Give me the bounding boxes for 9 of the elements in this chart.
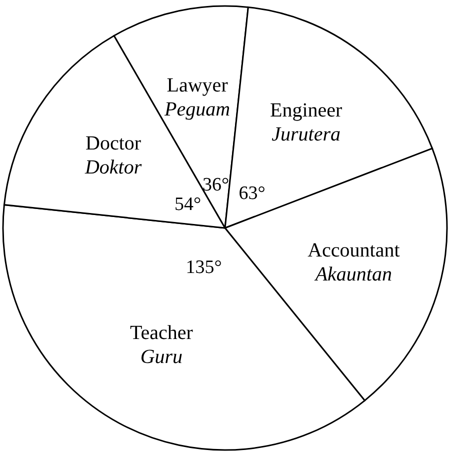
category-label: Accountant Akauntan — [308, 239, 400, 286]
category-label: Doctor Doktor — [84, 132, 142, 178]
data-label: 135° — [186, 257, 222, 278]
data-label: 54° — [174, 194, 202, 215]
category-label: Teacher Guru — [130, 322, 193, 368]
category-label: Lawyer Peguam — [164, 74, 230, 121]
data-label: 36° — [202, 174, 230, 196]
data-label: 63° — [238, 182, 266, 204]
category-label: Engineer Jurutera — [270, 99, 342, 146]
